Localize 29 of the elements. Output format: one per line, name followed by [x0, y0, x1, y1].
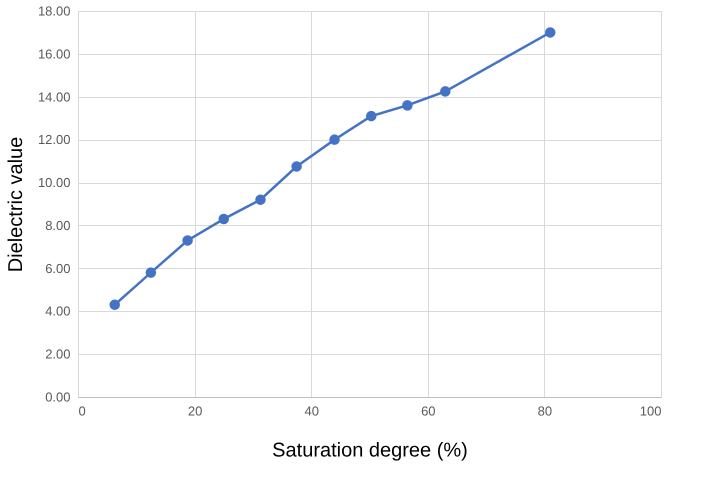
y-tick-label: 4.00: [45, 304, 70, 319]
point: [218, 214, 229, 224]
x-tick-label: 40: [304, 404, 319, 418]
x-tick-label: 60: [421, 404, 436, 418]
x-tick-label: 80: [538, 404, 552, 418]
point: [366, 110, 376, 122]
y-tick-label: 6.00: [45, 260, 70, 276]
x-tick-label: 20: [188, 404, 202, 418]
point: [544, 27, 556, 38]
point: [146, 267, 156, 278]
x-tick-label: 100: [640, 404, 662, 418]
point: [402, 100, 413, 111]
point: [329, 134, 340, 145]
x-axis-title: Saturation degree (%): [272, 440, 468, 462]
x-tick-label: 0: [78, 404, 86, 418]
y-tick-label: 10.00: [38, 175, 70, 190]
y-tick-label: 14.00: [38, 89, 70, 104]
point: [182, 235, 193, 246]
y-tick-label: 16.00: [38, 46, 70, 62]
y-tick-label: 8.00: [45, 218, 70, 233]
point: [440, 86, 451, 97]
y-tick-label: 2.00: [45, 346, 70, 362]
point: [255, 194, 266, 205]
y-tick-label: 18.00: [38, 4, 70, 18]
y-axis-title: Dielectric value: [4, 136, 27, 272]
y-tick-label: 0.00: [45, 390, 70, 404]
y-tick-label: 12.00: [38, 132, 70, 148]
point: [109, 300, 120, 310]
point: [291, 161, 302, 172]
